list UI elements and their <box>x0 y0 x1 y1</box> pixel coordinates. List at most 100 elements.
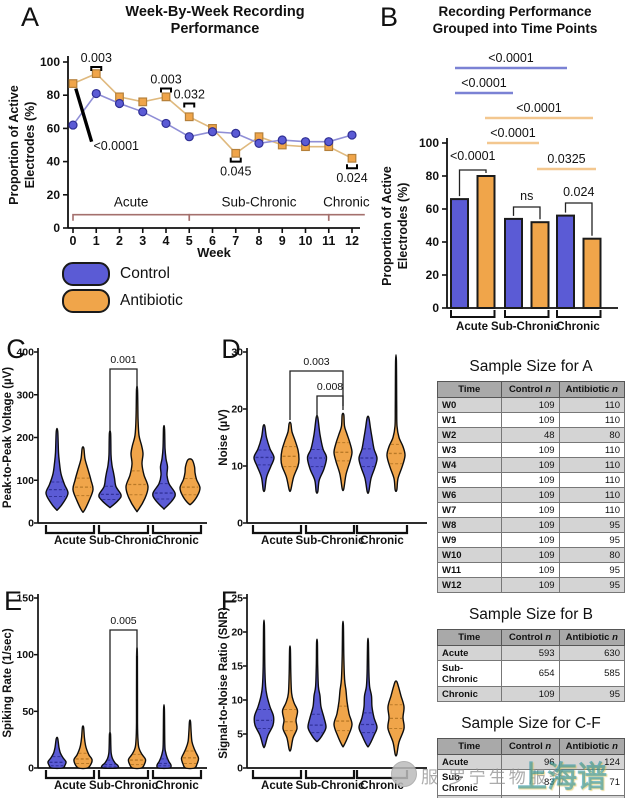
y-tick-label: 20 <box>47 188 61 202</box>
phase-bracket <box>327 213 365 221</box>
time-cell: W5 <box>437 472 502 488</box>
panel-c-violin-chart: C Peak-to-Peak Voltage (µV) 0 100 200 300 400 0… <box>2 334 207 547</box>
y-tick-label: 150 <box>16 593 34 605</box>
y-tick-label: 80 <box>47 88 61 102</box>
violin <box>253 619 275 749</box>
n-cell: 80 <box>558 427 626 443</box>
group-bracket <box>251 525 303 535</box>
control-marker <box>91 88 101 99</box>
time-cell: W2 <box>437 427 502 443</box>
violin <box>358 415 378 494</box>
n-cell: 109 <box>500 442 560 458</box>
table-row: Acute 96 124 <box>437 754 626 770</box>
ylabel: Spiking Rate (1/sec) <box>2 628 14 737</box>
n-cell: 654 <box>500 660 560 687</box>
x-tick-label: 12 <box>345 234 359 248</box>
violin <box>45 427 69 511</box>
legend: Control Antibiotic <box>62 260 262 314</box>
antibiotic-marker <box>161 92 171 102</box>
legend-item-antibiotic: Antibiotic <box>62 287 262 314</box>
control-bar <box>450 198 469 310</box>
group-label: Acute <box>261 780 293 792</box>
n-cell: 109 <box>500 502 560 518</box>
table-row: Chronic 109 95 <box>437 686 626 702</box>
table-row: Sub-Chronic 83 71 <box>437 769 626 796</box>
group-label: Chronic <box>556 321 600 332</box>
sig-label: 0.032 <box>174 88 205 102</box>
group-bracket <box>151 770 203 780</box>
y-tick-label: 10 <box>231 695 243 707</box>
antibiotic-marker <box>68 79 78 88</box>
time-cell: W6 <box>437 487 502 503</box>
sig-label: 0.024 <box>563 185 594 199</box>
legend-label-antibiotic: Antibiotic <box>120 291 183 309</box>
group-bracket <box>556 310 602 318</box>
control-swatch <box>62 261 110 286</box>
group-bracket <box>97 525 150 535</box>
x-tick-label: 0 <box>70 234 77 248</box>
group-label: Acute <box>261 535 293 547</box>
y-tick-label: 80 <box>426 169 440 183</box>
y-tick-label: 20 <box>231 627 243 639</box>
group-bracket <box>151 525 203 535</box>
antibiotic-marker <box>184 112 194 122</box>
n-cell: 110 <box>558 412 626 428</box>
sig-label: 0.003 <box>303 356 329 368</box>
sig-label: 0.045 <box>220 165 251 179</box>
n-cell: 48 <box>500 427 560 443</box>
y-tick-label: 25 <box>231 593 243 605</box>
n-cell: 95 <box>558 517 626 533</box>
n-cell: 96 <box>500 754 560 770</box>
time-cell: Acute <box>437 754 502 770</box>
violin <box>98 429 122 509</box>
n-cell: 110 <box>558 472 626 488</box>
panel-d-violin-chart: D Noise (µV) 0 10 20 30 0.003 0.008 Acute Sub-Chr… <box>218 334 427 547</box>
y-tick-label: 60 <box>47 121 61 135</box>
sig-label: <0.0001 <box>450 149 496 163</box>
control-marker <box>207 127 218 137</box>
n-cell: 109 <box>500 472 560 488</box>
control-marker <box>161 118 171 129</box>
control-marker <box>347 130 357 140</box>
sig-label: 0.005 <box>110 615 136 627</box>
control-marker <box>114 98 125 109</box>
table-row: W4 109 110 <box>437 457 626 473</box>
group-bracket <box>450 310 496 318</box>
y-tick-label: 5 <box>237 729 243 741</box>
n-cell: 95 <box>558 577 626 593</box>
sig-label: <0.0001 <box>461 76 507 90</box>
panel-b-ylabel: Proportion of Active <box>380 166 394 286</box>
table-header: Time <box>437 738 502 755</box>
violin <box>127 646 147 770</box>
phase-bracket <box>72 213 191 221</box>
group-label: Sub-Chronic <box>89 780 159 792</box>
x-tick-label: 2 <box>116 234 123 248</box>
n-cell: 109 <box>500 487 560 503</box>
table-row: W7 109 110 <box>437 502 626 518</box>
group-bracket <box>44 525 96 535</box>
n-cell: 109 <box>500 397 560 413</box>
group-label: Sub-Chronic <box>89 535 159 547</box>
violin <box>72 446 94 513</box>
violin <box>152 424 176 510</box>
sample-size-table-a: Time Control n Antibiotic n W0 109 110 W1 109 11… <box>437 381 626 593</box>
sig-bracket <box>316 395 344 418</box>
violin <box>386 354 406 493</box>
panel-b-title: Grouped into Time Points <box>433 21 598 36</box>
group-label: Chronic <box>360 780 404 792</box>
control-bar <box>504 217 523 309</box>
sig-label: 0.003 <box>150 73 181 87</box>
x-tick-label: 1 <box>93 234 100 248</box>
table-header: Time <box>437 381 502 398</box>
group-label: Acute <box>456 321 488 332</box>
panel-letter-a: A <box>21 2 39 32</box>
control-marker <box>300 137 311 147</box>
time-cell: W0 <box>437 397 502 413</box>
sig-label: 0.003 <box>81 51 112 65</box>
y-tick-label: 100 <box>16 649 34 661</box>
group-label: Chronic <box>155 780 199 792</box>
y-tick-label: 100 <box>419 136 439 150</box>
table-row: W1 109 110 <box>437 412 626 428</box>
sample-size-tables: Sample Size for A Time Control n Antibioti… <box>437 358 626 798</box>
